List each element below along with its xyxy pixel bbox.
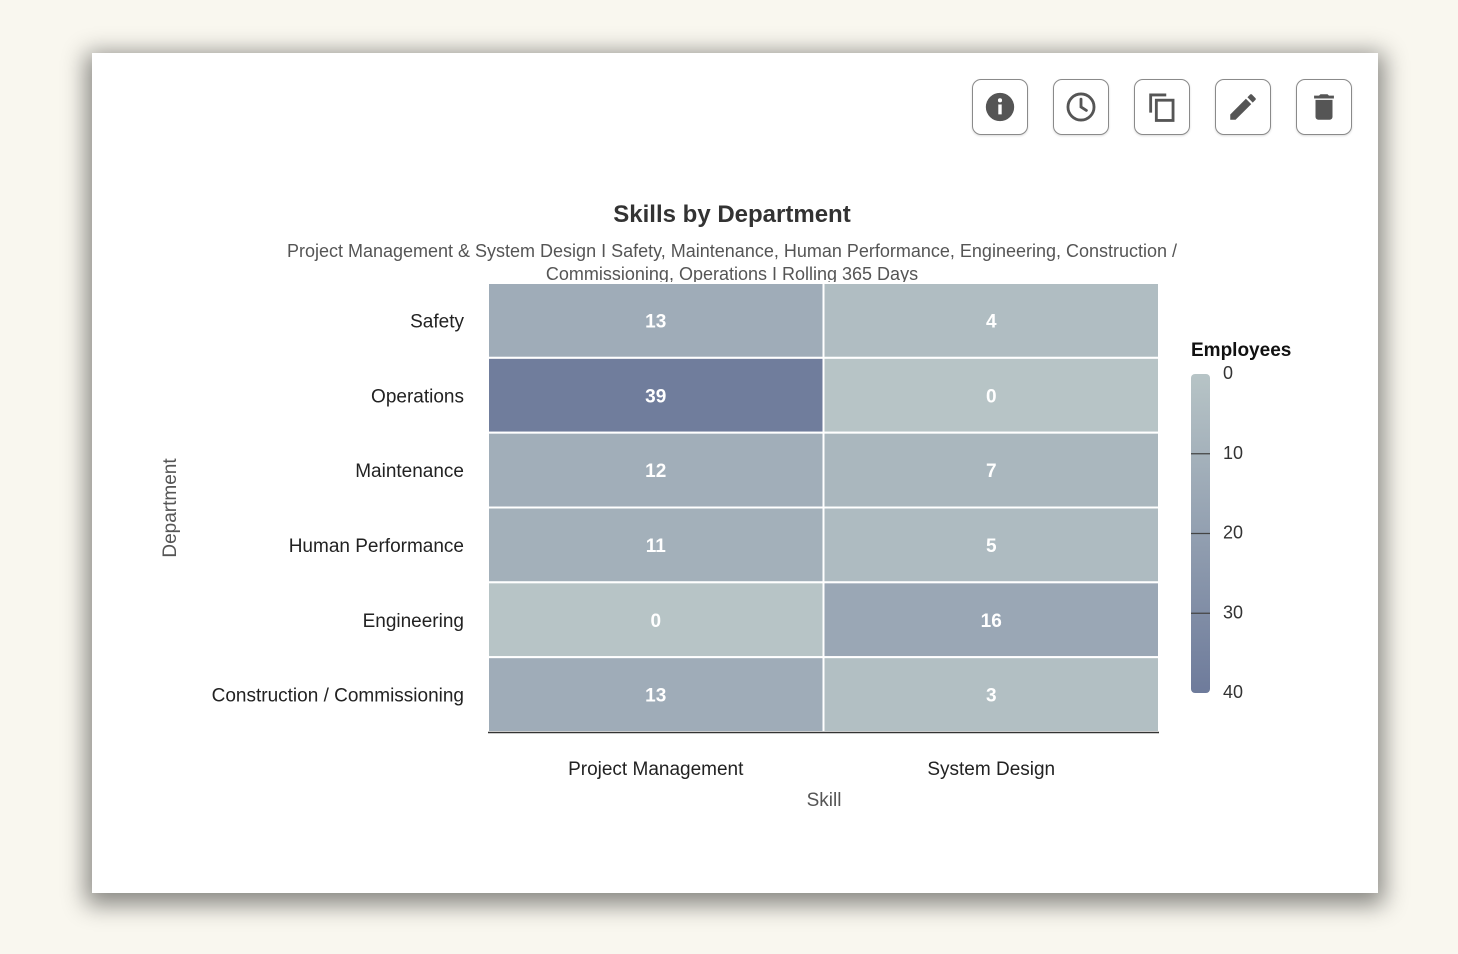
colorbar-tick-label: 10 xyxy=(1223,443,1243,463)
colorbar-tick-label: 40 xyxy=(1223,682,1243,702)
edit-button[interactable] xyxy=(1215,79,1271,135)
cell-value-label: 12 xyxy=(645,461,666,482)
info-button[interactable] xyxy=(972,79,1028,135)
clock-icon xyxy=(1066,92,1096,122)
y-axis-tick-label: Engineering xyxy=(363,611,464,632)
cell-value-label: 3 xyxy=(986,686,997,707)
colorbar-tick-label: 30 xyxy=(1223,602,1243,622)
cell-value-label: 13 xyxy=(645,311,666,332)
heatmap-cell xyxy=(487,581,825,659)
x-axis-tick-label: Project Management xyxy=(568,759,744,780)
x-axis-title: Skill xyxy=(807,790,842,811)
pencil-icon xyxy=(1230,94,1256,120)
colorbar-tick-label: 20 xyxy=(1223,523,1243,543)
heatmap-cell xyxy=(822,431,1160,509)
y-axis-tick-label: Construction / Commissioning xyxy=(212,686,464,707)
cell-value-label: 7 xyxy=(986,461,997,482)
heatmap-cell xyxy=(822,506,1160,584)
heatmap-cell xyxy=(487,656,825,734)
chart-title: Skills by Department xyxy=(613,201,850,228)
y-axis-tick-labels: Safety Operations Maintenance Human Perform… xyxy=(212,311,465,706)
heatmap-cell xyxy=(822,282,1160,359)
cell-value-label: 0 xyxy=(986,386,997,407)
colorbar-tick-label: 0 xyxy=(1223,363,1233,383)
cell-value-label: 16 xyxy=(981,611,1002,632)
history-button[interactable] xyxy=(1053,79,1109,135)
heatmap-chart: Skills by Department Project Management … xyxy=(160,201,1291,811)
copy-button[interactable] xyxy=(1134,79,1190,135)
trash-icon xyxy=(1314,94,1334,120)
cell-value-label: 5 xyxy=(986,536,997,557)
heatmap-cell xyxy=(822,656,1160,734)
heatmap-cell xyxy=(487,506,825,584)
chart-toolbar xyxy=(972,79,1352,135)
delete-button[interactable] xyxy=(1296,79,1352,135)
x-axis-tick-labels: Project Management System Design xyxy=(568,759,1055,780)
cell-value-label: 4 xyxy=(986,311,997,332)
cell-value-label: 13 xyxy=(645,686,666,707)
cell-value-label: 0 xyxy=(650,611,661,632)
cell-value-label: 11 xyxy=(646,536,667,557)
heatmap-cell xyxy=(822,356,1160,434)
info-icon xyxy=(985,92,1015,122)
colorbar: Employees 0 10 20 30 40 xyxy=(1191,340,1291,702)
chart-subtitle-line-1: Project Management & System Design I Saf… xyxy=(287,241,1177,261)
heatmap-cells: 13 4 39 0 12 7 11 5 0 16 13 3 xyxy=(487,282,1160,734)
x-axis-tick-label: System Design xyxy=(927,759,1055,780)
heatmap-cell xyxy=(822,581,1160,659)
cell-value-label: 39 xyxy=(645,386,666,407)
chart-subtitle-line-2: Commissioning, Operations I Rolling 365 … xyxy=(546,264,918,284)
copy-icon xyxy=(1149,93,1175,122)
y-axis-title: Department xyxy=(160,458,181,558)
heatmap-cell xyxy=(487,356,825,434)
y-axis-tick-label: Safety xyxy=(410,311,464,332)
y-axis-tick-label: Maintenance xyxy=(355,461,464,482)
heatmap-cell xyxy=(487,431,825,509)
y-axis-tick-label: Operations xyxy=(371,386,464,407)
colorbar-title: Employees xyxy=(1191,340,1291,361)
chart-card: Skills by Department Project Management … xyxy=(92,53,1378,893)
y-axis-tick-label: Human Performance xyxy=(289,536,464,557)
heatmap-cell xyxy=(487,282,825,359)
colorbar-ticks: 0 10 20 30 40 xyxy=(1191,363,1243,702)
